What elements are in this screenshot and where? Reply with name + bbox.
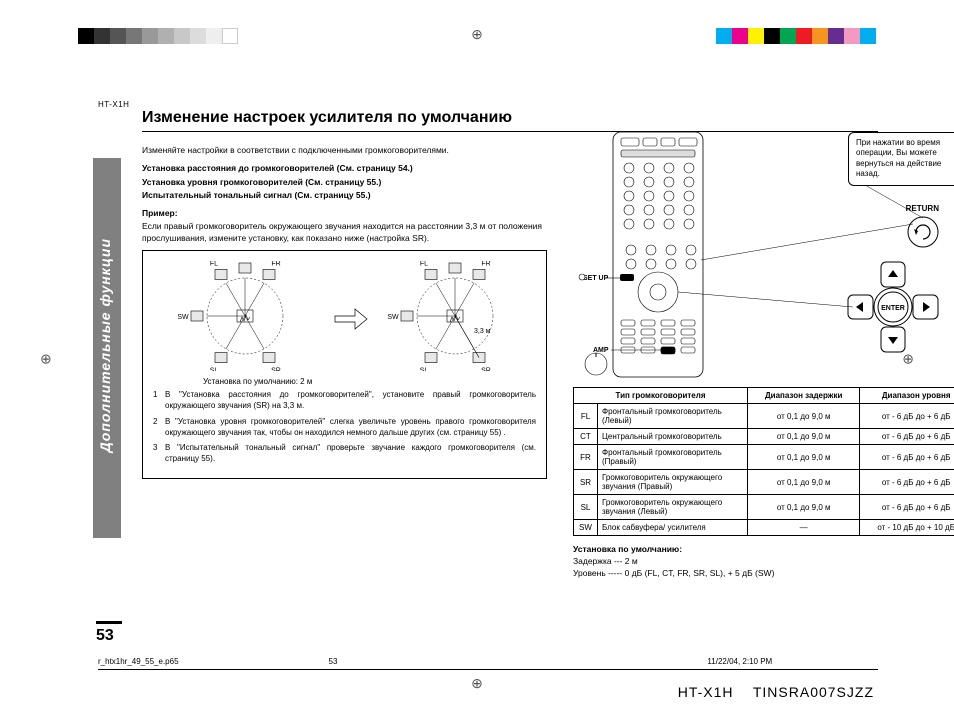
defaults-heading: Установка по умолчанию:: [573, 544, 954, 556]
example-heading: Пример:: [142, 207, 542, 219]
svg-text:3,3 м: 3,3 м: [474, 328, 491, 335]
footer-date: 11/22/04, 2:10 PM: [707, 657, 772, 666]
svg-text:SR: SR: [481, 368, 491, 371]
speaker-layout-svg: FLCTFRSWSLSR FLCTFRSWSLSR3,3 м: [155, 261, 535, 371]
page-title: Изменение настроек усилителя по умолчани…: [142, 109, 878, 132]
svg-text:SR: SR: [271, 368, 281, 371]
color-bar-grayscale: [78, 28, 238, 44]
svg-text:SW: SW: [177, 314, 189, 321]
svg-text:SL: SL: [209, 368, 218, 371]
th-delay: Диапазон задержки: [748, 388, 860, 404]
svg-text:FR: FR: [271, 261, 280, 267]
footer-file: r_htx1hr_49_55_e.p65: [98, 657, 179, 666]
intro-text: Изменяйте настройки в соответствии с под…: [142, 144, 542, 156]
defaults-level: Уровень ----- 0 дБ (FL, CT, FR, SR, SL),…: [573, 568, 954, 580]
registration-mark-left: ⊕: [40, 351, 52, 368]
th-level: Диапазон уровня: [860, 388, 954, 404]
registration-mark-bottom: ⊕: [471, 675, 483, 692]
sidebar-tab: Дополнительные функции: [93, 158, 121, 538]
ref-1: Установка расстояния до громкоговорителе…: [142, 162, 542, 174]
right-column: При нажатии во время операции, Вы можете…: [573, 132, 954, 580]
speaker-table: Тип громкоговорителя Диапазон задержки Д…: [573, 387, 954, 536]
registration-mark-top: ⊕: [471, 26, 483, 43]
steps-list: 1В "Установка расстояния до громкоговори…: [153, 390, 536, 465]
step-2: В "Установка уровня громкоговорителей" с…: [165, 417, 536, 439]
code-part: TINSRA007SJZZ: [753, 684, 874, 700]
defaults-block: Установка по умолчанию: Задержка --- 2 м…: [573, 544, 954, 580]
defaults-delay: Задержка --- 2 м: [573, 556, 954, 568]
ref-2: Установка уровня громкоговорителей (См. …: [142, 176, 542, 188]
svg-text:SL: SL: [419, 368, 428, 371]
step-3: В "Испытательный тональный сигнал" прове…: [165, 443, 536, 465]
sidebar-label: Дополнительные функции: [97, 238, 113, 452]
speaker-diagram-box: FLCTFRSWSLSR FLCTFRSWSLSR3,3 м Установка…: [142, 250, 547, 479]
print-footer: r_htx1hr_49_55_e.p65 53 11/22/04, 2:10 P…: [98, 657, 878, 670]
speaker-table-wrap: Тип громкоговорителя Диапазон задержки Д…: [573, 387, 954, 580]
diagram-caption: Установка по умолчанию: 2 м: [203, 377, 536, 386]
page-body: HT-X1H Изменение настроек усилителя по у…: [98, 100, 878, 640]
left-column: Изменяйте настройки в соответствии с под…: [142, 144, 542, 479]
part-codes: HT-X1H TINSRA007SJZZ: [678, 684, 874, 700]
svg-text:SW: SW: [387, 314, 399, 321]
footer-page: 53: [329, 657, 338, 666]
remote-illustration: SET UP AMP: [573, 132, 954, 382]
svg-text:FR: FR: [481, 261, 490, 267]
svg-text:FL: FL: [419, 261, 427, 267]
setup-label: SET UP: [583, 275, 609, 282]
step-1: В "Установка расстояния до громкоговорит…: [165, 390, 536, 412]
ref-3: Испытательный тональный сигнал (См. стра…: [142, 189, 542, 201]
th-type: Тип громкоговорителя: [574, 388, 748, 404]
model-header: HT-X1H: [98, 100, 878, 109]
color-bar-colors: [716, 28, 876, 44]
svg-text:FL: FL: [209, 261, 217, 267]
svg-text:ENTER: ENTER: [881, 305, 905, 312]
example-text: Если правый громкоговоритель окружающего…: [142, 220, 542, 245]
code-model: HT-X1H: [678, 684, 734, 700]
page-number: 53: [96, 621, 122, 645]
